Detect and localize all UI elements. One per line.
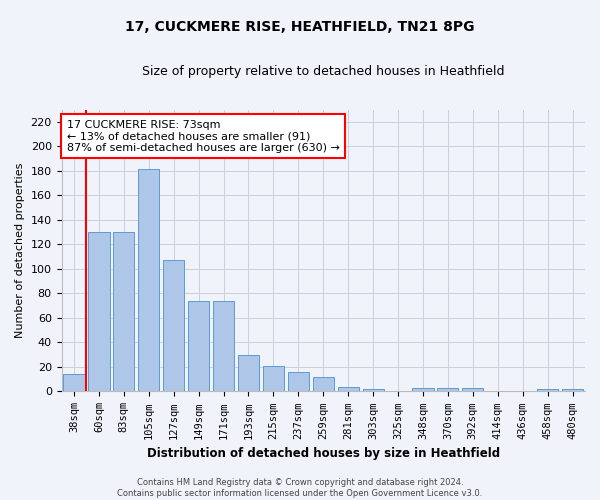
- Bar: [138, 168, 160, 392]
- X-axis label: Distribution of detached houses by size in Heathfield: Distribution of detached houses by size …: [147, 447, 500, 460]
- Text: 17 CUCKMERE RISE: 73sqm
← 13% of detached houses are smaller (91)
87% of semi-de: 17 CUCKMERE RISE: 73sqm ← 13% of detache…: [67, 120, 340, 152]
- Bar: [462, 388, 484, 392]
- Bar: [113, 232, 134, 392]
- Bar: [213, 301, 234, 392]
- Bar: [88, 232, 110, 392]
- Bar: [313, 376, 334, 392]
- Bar: [362, 389, 384, 392]
- Bar: [238, 354, 259, 392]
- Text: 17, CUCKMERE RISE, HEATHFIELD, TN21 8PG: 17, CUCKMERE RISE, HEATHFIELD, TN21 8PG: [125, 20, 475, 34]
- Bar: [188, 301, 209, 392]
- Bar: [288, 372, 309, 392]
- Bar: [338, 386, 359, 392]
- Bar: [64, 374, 85, 392]
- Y-axis label: Number of detached properties: Number of detached properties: [15, 163, 25, 338]
- Bar: [537, 389, 558, 392]
- Title: Size of property relative to detached houses in Heathfield: Size of property relative to detached ho…: [142, 65, 505, 78]
- Bar: [562, 389, 583, 392]
- Text: Contains HM Land Registry data © Crown copyright and database right 2024.
Contai: Contains HM Land Registry data © Crown c…: [118, 478, 482, 498]
- Bar: [412, 388, 434, 392]
- Bar: [263, 366, 284, 392]
- Bar: [163, 260, 184, 392]
- Bar: [437, 388, 458, 392]
